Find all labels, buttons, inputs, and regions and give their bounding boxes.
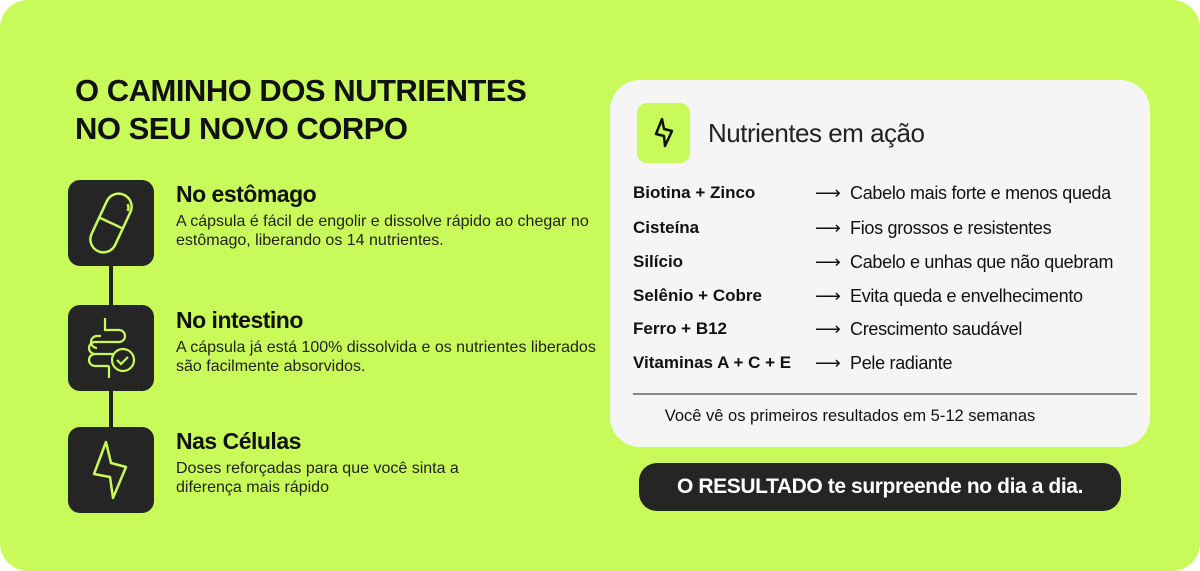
nutrient-row: Selênio + Cobre ⟶ Evita queda e envelhecim…	[633, 281, 1143, 311]
nutrient-name: Cisteína	[633, 218, 700, 237]
step-text: A cápsula já está 100% dissolvida e os n…	[176, 339, 596, 375]
step-title: No estômago	[176, 181, 317, 207]
step-intestine: No intestino A cápsula já está 100% diss…	[176, 307, 596, 376]
nutrient-row: Silício ⟶ Cabelo e unhas que não quebram	[633, 247, 1143, 277]
divider	[633, 393, 1137, 395]
step-text: Doses reforçadas para que você sinta a d…	[176, 460, 459, 496]
nutrient-name: Selênio + Cobre	[633, 286, 762, 305]
step-title: No intestino	[176, 307, 303, 333]
nutrient-benefit: Cabelo mais forte e menos queda	[850, 182, 1111, 203]
step-title: Nas Células	[176, 428, 301, 454]
arrow-icon: ⟶	[815, 318, 841, 339]
step-text: A cápsula é fácil de engolir e dissolve …	[176, 213, 589, 249]
nutrient-name: Ferro + B12	[633, 319, 728, 338]
lightning-icon	[637, 103, 690, 163]
title-line-2: NO SEU NOVO CORPO	[75, 111, 408, 146]
page-title: O CAMINHO DOS NUTRIENTES NO SEU NOVO COR…	[75, 72, 527, 148]
nutrient-benefit: Cabelo e unhas que não quebram	[850, 251, 1114, 272]
nutrients-card: Nutrientes em ação Biotina + Zinco ⟶ Cabel…	[610, 80, 1150, 447]
step-stomach: No estômago A cápsula é fácil de engolir…	[176, 181, 596, 250]
nutrient-benefit: Crescimento saudável	[850, 318, 1023, 339]
arrow-icon: ⟶	[815, 217, 841, 238]
nutrient-name: Silício	[633, 252, 684, 271]
result-banner: O RESULTADO te surpreende no dia a dia.	[639, 463, 1121, 511]
nutrient-row: Biotina + Zinco ⟶ Cabelo mais forte e meno…	[633, 178, 1143, 208]
nutrient-benefit: Fios grossos e resistentes	[850, 217, 1052, 238]
arrow-icon: ⟶	[815, 285, 841, 306]
connector-line	[109, 265, 113, 305]
step-cells: Nas Células Doses reforçadas para que vo…	[176, 428, 596, 497]
card-title: Nutrientes em ação	[708, 118, 925, 148]
capsule-icon	[68, 180, 154, 266]
nutrient-benefit: Pele radiante	[850, 352, 953, 373]
arrow-icon: ⟶	[815, 251, 841, 272]
title-line-1: O CAMINHO DOS NUTRIENTES	[75, 73, 527, 108]
connector-line	[109, 390, 113, 427]
arrow-icon: ⟶	[815, 352, 841, 373]
nutrient-row: Ferro + B12 ⟶ Crescimento saudável	[633, 314, 1143, 344]
nutrient-row: Cisteína ⟶ Fios grossos e resistentes	[633, 213, 1143, 243]
nutrient-name: Biotina + Zinco	[633, 183, 756, 202]
lightning-icon	[68, 427, 154, 513]
nutrient-benefit: Evita queda e envelhecimento	[850, 285, 1083, 306]
arrow-icon: ⟶	[815, 182, 841, 203]
intestine-check-icon	[68, 305, 154, 391]
nutrient-row: Vitaminas A + C + E ⟶ Pele radiante	[633, 348, 1143, 378]
results-note: Você vê os primeiros resultados em 5-12 …	[664, 407, 1036, 425]
nutrient-name: Vitaminas A + C + E	[633, 353, 792, 372]
